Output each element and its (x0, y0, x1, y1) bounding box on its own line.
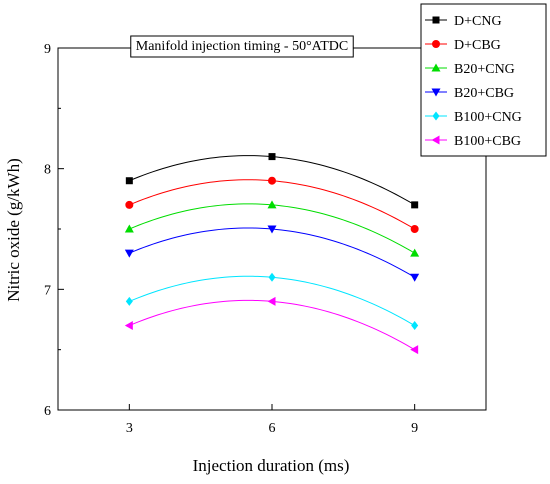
legend-box (420, 3, 547, 157)
series-b100-cbg (124, 296, 419, 355)
series-b20-cbg (124, 225, 420, 282)
legend-marker (432, 111, 440, 121)
data-point (410, 225, 419, 233)
series-line (129, 227, 415, 278)
data-point (268, 272, 276, 282)
x-tick-label: 9 (411, 421, 418, 436)
data-point (410, 248, 420, 257)
y-tick-label: 6 (44, 404, 51, 419)
legend-marker (432, 16, 440, 24)
data-point (268, 153, 276, 161)
x-axis-title: Injection duration (ms) (193, 456, 350, 475)
legend-marker (431, 135, 440, 145)
data-point (125, 200, 134, 209)
legend: D+CNG D+CBG B20+CNG B20+CBG B100+CNG B100+CBG (420, 3, 547, 157)
legend-label: B100+CNG (454, 110, 522, 125)
data-point (124, 321, 133, 331)
data-point (410, 345, 419, 355)
series-d-cbg (125, 176, 419, 233)
data-point (411, 321, 419, 331)
data-point (410, 273, 420, 282)
legend-marker (431, 63, 441, 72)
data-point (267, 200, 277, 209)
data-point (125, 296, 133, 306)
chart-annotation: Manifold injection timing - 50°ATDC (136, 39, 348, 54)
data-point (124, 224, 134, 233)
legend-label: D+CNG (454, 14, 502, 29)
data-point (125, 177, 133, 185)
x-tick-label: 6 (269, 421, 276, 436)
y-tick-label: 9 (44, 42, 51, 57)
annotation-box (130, 35, 354, 58)
y-tick-label: 7 (44, 283, 51, 298)
legend-label: B20+CNG (454, 62, 515, 77)
series-line (129, 299, 415, 351)
legend-label: D+CBG (454, 38, 501, 53)
legend-marker (431, 88, 441, 97)
y-axis-title: Nitric oxide (g/kWh) (4, 158, 23, 302)
series-b20-cng (124, 200, 420, 257)
data-point (267, 225, 277, 234)
x-tick-label: 3 (126, 421, 133, 436)
legend-label: B100+CBG (454, 134, 521, 149)
legend-marker (432, 40, 440, 48)
data-point (124, 249, 134, 258)
data-point (268, 176, 276, 185)
y-tick-label: 8 (44, 163, 51, 178)
series-b100-cng (125, 272, 419, 331)
data-point (411, 201, 419, 209)
legend-label: B20+CBG (454, 86, 514, 101)
series-d-cng (125, 153, 419, 209)
data-point (267, 296, 276, 306)
